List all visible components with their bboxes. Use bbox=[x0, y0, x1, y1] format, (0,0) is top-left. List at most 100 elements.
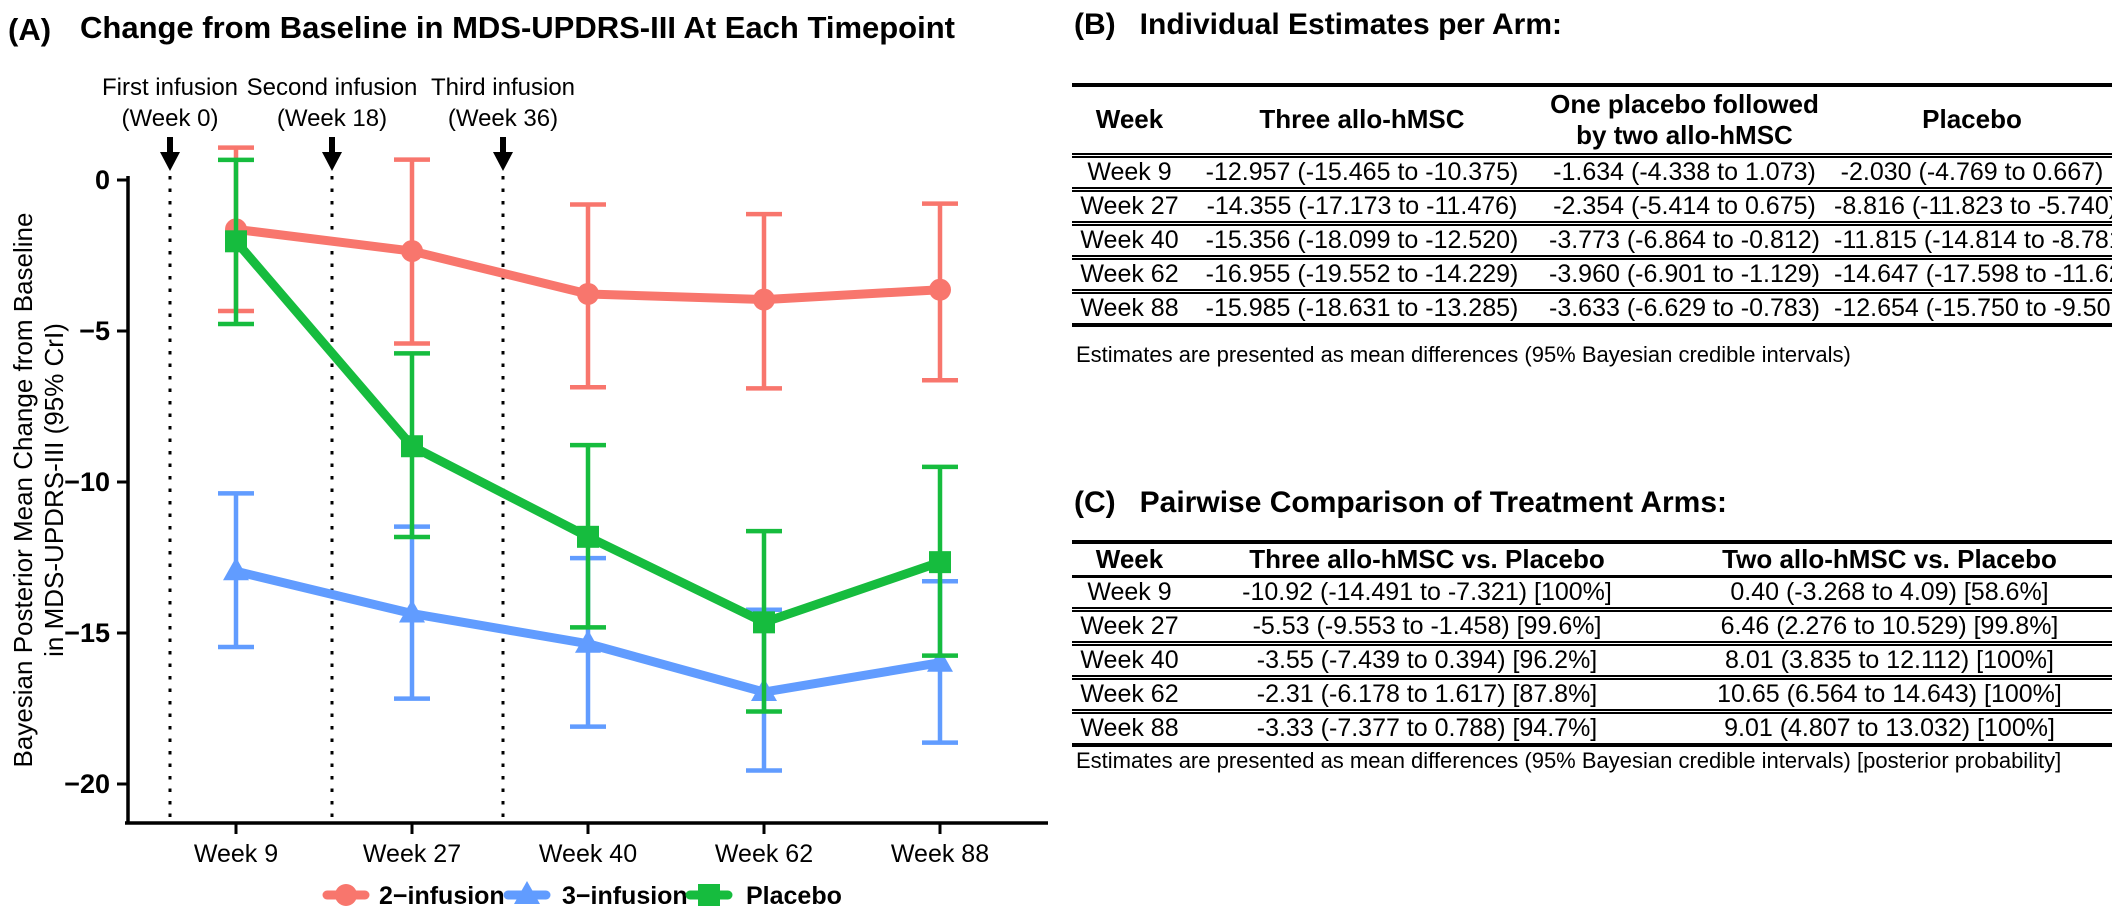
column-header: Two allo-hMSC vs. Placebo bbox=[1722, 544, 2057, 574]
panel-c-comparisons: (C) Pairwise Comparison of Treatment Arms… bbox=[1072, 476, 2120, 836]
legend: 2−infusion 3−infusion Placebo bbox=[322, 881, 842, 910]
table-cell: Week 9 bbox=[1087, 158, 1172, 186]
panel-b-estimates: (B) Individual Estimates per Arm: Week Thr… bbox=[1072, 8, 2120, 428]
panel-c-title: (C) Pairwise Comparison of Treatment Arms… bbox=[1074, 486, 1727, 520]
chart-title: Change from Baseline in MDS-UPDRS-III At… bbox=[80, 10, 955, 45]
table-header-row: Week Three allo-hMSC vs. Placebo Two allo-… bbox=[1072, 542, 2112, 577]
y-tick-label: −20 bbox=[64, 769, 110, 799]
infusion-label-line1: First infusion bbox=[102, 74, 238, 101]
table-row: Week 9 -10.92 (-14.491 to -7.321) [100%] 0… bbox=[1072, 577, 2112, 610]
table-cell: Week 40 bbox=[1080, 226, 1179, 254]
infusion-label-line1: Second infusion bbox=[247, 74, 418, 101]
table-cell: -2.030 (-4.769 to 0.667) bbox=[1840, 158, 2104, 186]
column-header: Placebo bbox=[1922, 104, 2022, 135]
data-point-triangle bbox=[927, 648, 953, 672]
infusion-label-line1: Third infusion bbox=[431, 74, 575, 101]
table-cell: -11.815 (-14.814 to -8.781) bbox=[1834, 226, 2112, 254]
table-row: Week 27 -14.355 (-17.173 to -11.476) -2.35… bbox=[1072, 190, 2112, 224]
data-point-triangle bbox=[399, 599, 425, 623]
table-cell: 6.46 (2.276 to 10.529) [99.8%] bbox=[1720, 612, 2059, 641]
individual-estimates-table: Week Three allo-hMSC One placebo followed … bbox=[1072, 83, 2112, 327]
infusion-label-line2: (Week 0) bbox=[122, 105, 219, 132]
legend-label: 3−infusion bbox=[562, 882, 688, 910]
data-point-square bbox=[401, 435, 423, 458]
infusion-label-line2: (Week 18) bbox=[277, 105, 387, 132]
y-tick-label: −5 bbox=[79, 316, 110, 346]
axes: 0 −5 −10 −15 −20 Week 9 Week 27 Week 40 Week 62 W… bbox=[64, 165, 1048, 868]
table-cell: Week 27 bbox=[1080, 612, 1179, 641]
legend-label: Placebo bbox=[746, 882, 842, 910]
data-point-circle bbox=[335, 884, 357, 906]
table-cell: 10.65 (6.564 to 14.643) [100%] bbox=[1717, 680, 2062, 709]
table-cell: -2.31 (-6.178 to 1.617) [87.8%] bbox=[1256, 680, 1598, 709]
table-cell: 8.01 (3.835 to 12.112) [100%] bbox=[1725, 646, 2054, 675]
table-cell: -3.633 (-6.629 to -0.783) bbox=[1549, 294, 1820, 322]
down-arrow-head-icon bbox=[322, 152, 342, 171]
table-cell: Week 88 bbox=[1080, 714, 1179, 743]
table-cell: 0.40 (-3.268 to 4.09) [58.6%] bbox=[1730, 578, 2049, 607]
data-point-circle bbox=[401, 240, 423, 263]
data-point-square bbox=[929, 551, 951, 574]
data-point-circle bbox=[753, 288, 775, 311]
table-cell: -2.354 (-5.414 to 0.675) bbox=[1553, 192, 1816, 220]
infusion-annotation: Second infusion (Week 18) bbox=[247, 74, 418, 821]
x-tick-label: Week 40 bbox=[539, 840, 637, 868]
table-cell: Week 9 bbox=[1087, 578, 1172, 607]
y-tick-label: −10 bbox=[64, 467, 110, 497]
x-tick-label: Week 88 bbox=[891, 840, 989, 868]
data-point-square bbox=[225, 230, 247, 253]
legend-item-placebo: Placebo bbox=[685, 882, 842, 910]
y-tick-label: −15 bbox=[64, 618, 110, 648]
table-cell: -5.53 (-9.553 to -1.458) [99.6%] bbox=[1252, 612, 1602, 641]
column-header: Three allo-hMSC bbox=[1259, 104, 1465, 135]
down-arrow-head-icon bbox=[160, 152, 180, 171]
panel-b-title: (B) Individual Estimates per Arm: bbox=[1074, 8, 1562, 42]
data-point-triangle bbox=[514, 881, 540, 904]
table-cell: -14.647 (-17.598 to -11.627) bbox=[1834, 260, 2112, 288]
table-cell: -3.773 (-6.864 to -0.812) bbox=[1549, 226, 1820, 254]
panel-c-label: (C) bbox=[1074, 486, 1116, 519]
table-cell: -10.92 (-14.491 to -7.321) [100%] bbox=[1242, 578, 1612, 607]
infusion-annotation: First infusion (Week 0) bbox=[102, 74, 238, 821]
data-point-circle bbox=[929, 278, 951, 301]
infusion-annotation: Third infusion (Week 36) bbox=[431, 74, 575, 821]
table-cell: -8.816 (-11.823 to -5.740) bbox=[1834, 192, 2112, 220]
table-row: Week 40 -15.356 (-18.099 to -12.520) -3.77… bbox=[1072, 224, 2112, 258]
data-point-square bbox=[577, 525, 599, 548]
table-row: Week 9 -12.957 (-15.465 to -10.375) -1.634… bbox=[1072, 156, 2112, 190]
table-cell: Week 88 bbox=[1080, 294, 1179, 322]
table-cell: -14.355 (-17.173 to -11.476) bbox=[1206, 192, 1518, 220]
panel-c-title-text: Pairwise Comparison of Treatment Arms: bbox=[1139, 486, 1728, 519]
infusion-label-line2: (Week 36) bbox=[448, 105, 558, 132]
column-header: One placebo followed by two allo-hMSC bbox=[1550, 88, 1819, 150]
y-axis-label-line2: in MDS-UPDRS-III (95% CrI) bbox=[39, 323, 69, 657]
data-point-circle bbox=[577, 282, 599, 305]
series-placebo bbox=[218, 157, 958, 714]
data-point-triangle bbox=[575, 629, 601, 653]
table-cell: Week 62 bbox=[1080, 680, 1179, 709]
y-axis-label-line1: Bayesian Posterior Mean Change from Base… bbox=[8, 213, 38, 768]
table-cell: Week 27 bbox=[1080, 192, 1179, 220]
pairwise-comparison-table: Week Three allo-hMSC vs. Placebo Two allo-… bbox=[1072, 540, 2112, 748]
x-tick-label: Week 27 bbox=[363, 840, 461, 868]
table-cell: -15.356 (-18.099 to -12.520) bbox=[1205, 226, 1519, 254]
column-header: Week bbox=[1095, 104, 1164, 135]
table-cell: Week 40 bbox=[1080, 646, 1179, 675]
table-cell: Week 62 bbox=[1080, 260, 1179, 288]
table-cell: -12.654 (-15.750 to -9.501) bbox=[1834, 294, 2112, 322]
table-row: Week 27 -5.53 (-9.553 to -1.458) [99.6%] 6… bbox=[1072, 610, 2112, 644]
table-row: Week 40 -3.55 (-7.439 to 0.394) [96.2%] 8.… bbox=[1072, 644, 2112, 678]
x-tick-label: Week 62 bbox=[715, 840, 813, 868]
table-cell: -1.634 (-4.338 to 1.073) bbox=[1553, 158, 1816, 186]
column-header: Week bbox=[1095, 544, 1164, 574]
data-point-triangle bbox=[223, 557, 249, 581]
table-cell: -3.960 (-6.901 to -1.129) bbox=[1549, 260, 1820, 288]
panel-a-label: (A) bbox=[8, 12, 52, 47]
table-row: Week 62 -2.31 (-6.178 to 1.617) [87.8%] 10… bbox=[1072, 678, 2112, 712]
table-cell: -16.955 (-19.552 to -14.229) bbox=[1205, 260, 1519, 288]
line-chart-canvas: First infusion (Week 0) Second infusion (We… bbox=[8, 74, 1048, 910]
table-header-row: Week Three allo-hMSC One placebo followed … bbox=[1072, 85, 2112, 156]
x-tick-label: Week 9 bbox=[194, 840, 278, 868]
table-row: Week 62 -16.955 (-19.552 to -14.229) -3.96… bbox=[1072, 258, 2112, 292]
